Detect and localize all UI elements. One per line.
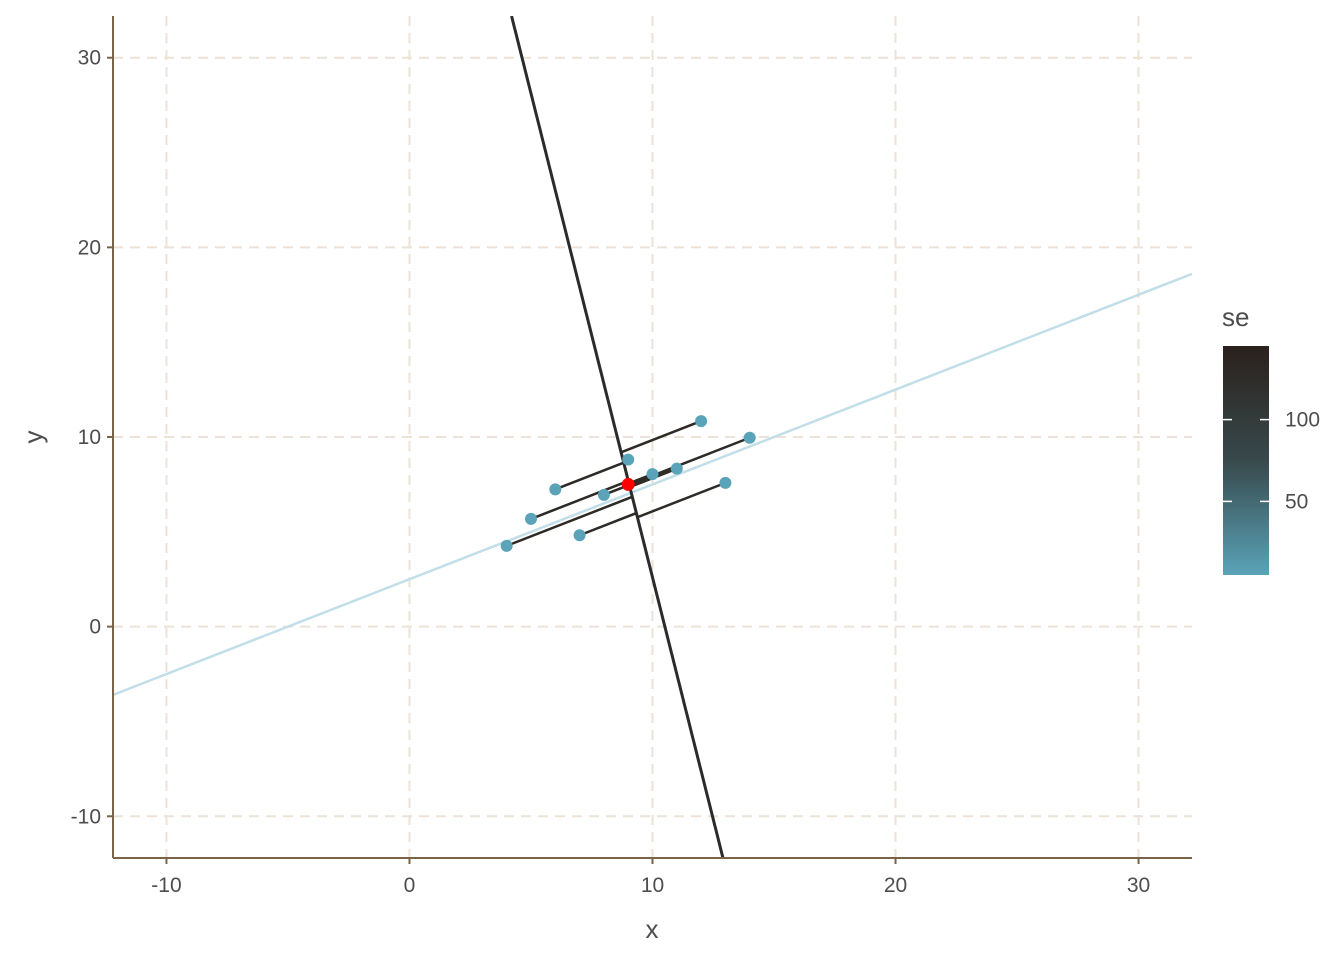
projection-segment-2 [554,461,625,491]
projection-segment-1 [530,479,629,521]
x-axis-ticks: -10 0 10 20 30 [151,858,1150,897]
y-axis-ticks: -10 0 10 20 30 [71,47,113,828]
y-tick-label-0: -10 [71,805,101,828]
data-point-6 [646,468,659,481]
x-tick-label-0: -10 [151,874,181,897]
y-tick-label-3: 20 [78,236,101,259]
y-tick-label-4: 30 [78,47,101,70]
legend-colorbar [1223,346,1269,575]
data-point-5 [622,453,635,466]
data-point-7 [670,462,683,475]
data-point-2 [549,483,562,496]
grid [113,16,1192,858]
x-tick-label-4: 30 [1127,874,1150,897]
legend-ticks: 50 100 [1223,409,1320,513]
y-tick-label-1: 0 [89,616,101,639]
projection-segment-0 [506,495,633,548]
center-point [621,477,635,491]
y-axis-title: y [18,431,48,444]
data-point-9 [719,476,732,489]
projection-segment-9 [636,481,726,519]
x-tick-label-3: 20 [884,874,907,897]
y-tick-label-2: 10 [78,426,101,449]
x-tick-label-2: 10 [641,874,664,897]
legend-title: se [1222,302,1249,332]
data-point-10 [743,431,756,444]
data-point-8 [695,415,708,428]
data-points [500,415,756,552]
legend: se 50 100 [1222,302,1320,575]
steep-line [510,16,725,858]
data-point-4 [597,488,610,501]
data-point-0 [500,539,513,552]
x-axis-title: x [646,914,659,944]
x-tick-label-1: 0 [404,874,416,897]
data-point-1 [524,512,537,525]
legend-label-0: 50 [1285,490,1308,513]
legend-label-1: 100 [1285,409,1320,432]
data-point-3 [573,529,586,542]
projection-segment-10 [628,436,751,486]
projection-segment-3 [579,511,637,537]
projection-segment-8 [620,419,702,454]
fit-line [113,272,1192,697]
